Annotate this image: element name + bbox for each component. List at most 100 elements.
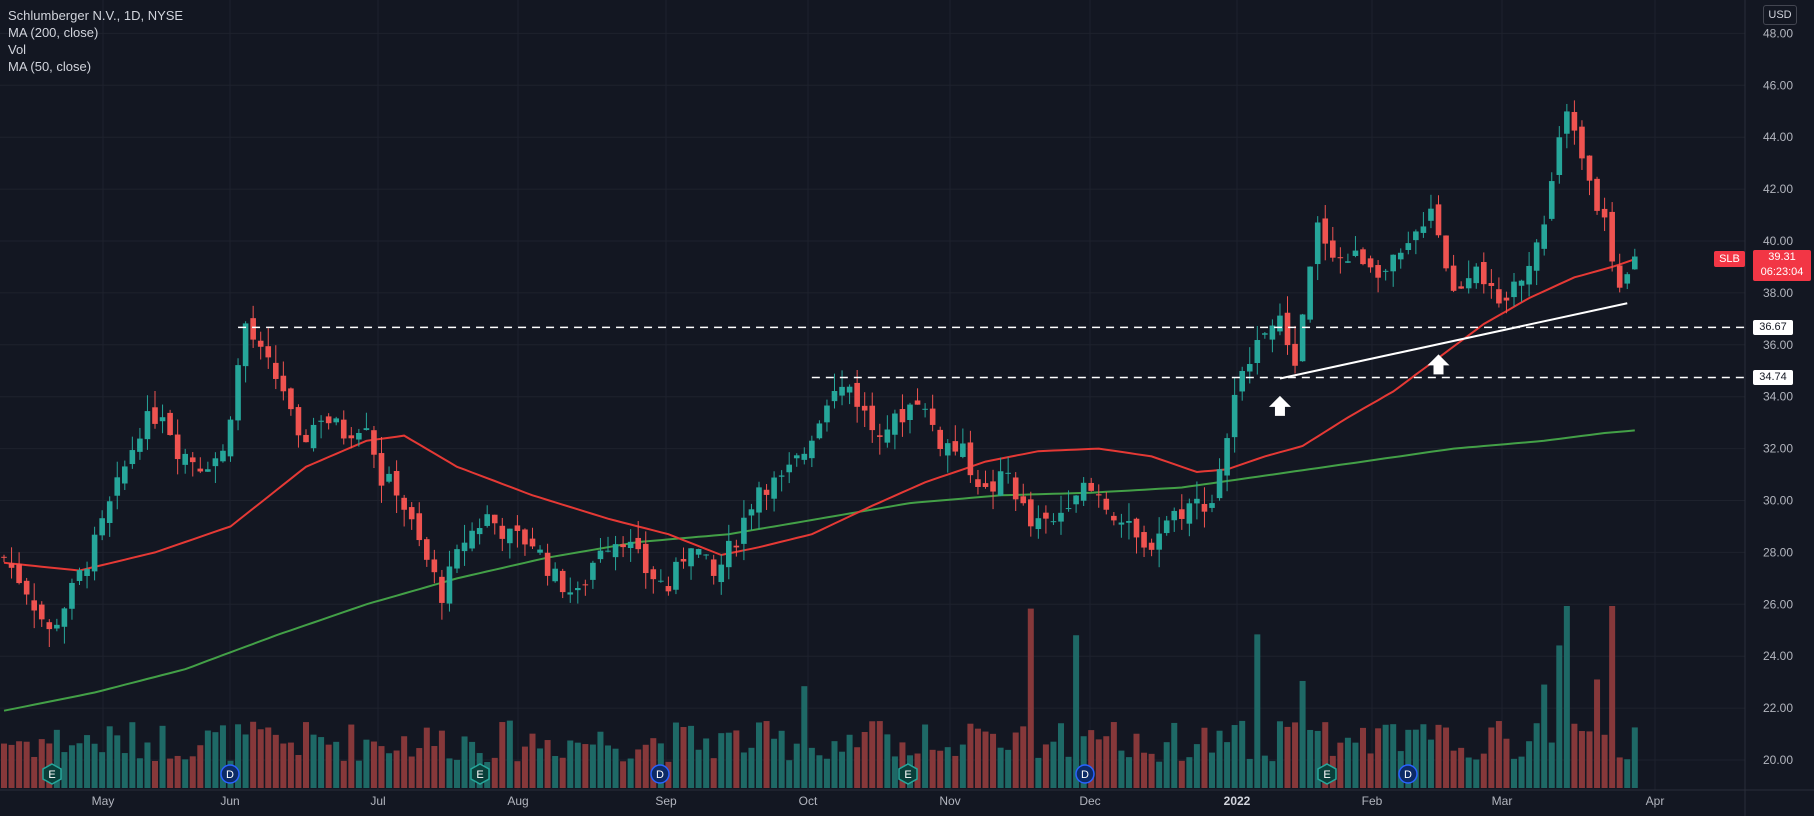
volume-bar — [1299, 680, 1306, 788]
event-marker[interactable]: D — [1398, 764, 1418, 784]
volume-bar — [1526, 741, 1533, 788]
candle-body — [1352, 250, 1359, 256]
volume-bar — [401, 736, 408, 788]
volume-bar — [1292, 722, 1299, 788]
candle-body — [1080, 482, 1087, 501]
candle-body — [1413, 231, 1419, 241]
volume-bar — [76, 743, 83, 788]
volume-bar — [763, 721, 770, 788]
volume-bar — [318, 737, 325, 788]
candle-body — [1262, 333, 1268, 335]
volume-bar — [1450, 750, 1457, 788]
candle-body — [205, 469, 211, 472]
volume-bar — [1518, 756, 1525, 788]
legend-ma200[interactable]: MA (200, close) — [8, 25, 99, 40]
candle-body — [257, 340, 264, 347]
last-price-tag: 39.31 06:23:04 — [1753, 250, 1811, 281]
volume-bar — [250, 721, 257, 788]
candle-body — [552, 568, 558, 582]
volume-bar — [68, 745, 75, 788]
volume-bar — [952, 755, 959, 788]
volume-bar — [1344, 737, 1351, 788]
legend-ma50[interactable]: MA (50, close) — [8, 59, 92, 74]
legend-vol[interactable]: Vol — [8, 42, 27, 57]
volume-bar — [793, 743, 800, 788]
event-marker[interactable]: E — [470, 763, 490, 785]
candle-body — [673, 561, 679, 590]
volume-bar — [990, 733, 997, 788]
event-marker[interactable]: E — [898, 763, 918, 785]
candle-body — [431, 559, 438, 573]
event-label: D — [1404, 769, 1412, 781]
volume-bar — [1465, 757, 1472, 788]
volume-bar — [974, 728, 981, 788]
candle-body — [514, 525, 521, 531]
candle-body — [944, 443, 951, 456]
volume-bar — [1050, 741, 1057, 788]
volume-bar — [748, 747, 755, 788]
volume-bar — [1609, 606, 1616, 788]
volume-bar — [1314, 730, 1321, 788]
volume-bar — [680, 727, 687, 788]
currency-button[interactable]: USD — [1763, 5, 1797, 25]
volume-bar — [340, 760, 347, 788]
candle-body — [1095, 494, 1102, 496]
volume-bar — [846, 734, 853, 788]
candle-body — [69, 582, 75, 609]
volume-bar — [688, 725, 695, 788]
volume-bar — [559, 757, 566, 788]
candle-body — [816, 423, 823, 439]
candle-body — [695, 549, 702, 555]
candle-body — [174, 434, 181, 460]
earnings-icon — [42, 763, 62, 785]
candle-body — [1511, 281, 1517, 298]
candle-body — [1133, 518, 1140, 538]
candle-body — [710, 559, 717, 576]
candle-body — [1405, 243, 1412, 251]
volume-bar — [242, 734, 249, 788]
volume-bar — [257, 729, 264, 788]
candle-body — [265, 346, 272, 358]
candle-body — [929, 408, 936, 425]
candle-body — [1571, 111, 1578, 131]
volume-bar — [997, 747, 1004, 788]
candle-body — [1594, 178, 1600, 211]
event-marker[interactable]: D — [1075, 764, 1095, 784]
volume-bar — [1058, 723, 1064, 788]
volume-bar — [620, 761, 627, 788]
volume-bar — [944, 747, 951, 788]
volume-bar — [1495, 721, 1502, 788]
volume-bar — [884, 734, 891, 788]
candle-body — [424, 539, 430, 560]
volume-bar — [1254, 634, 1261, 788]
volume-bar — [393, 750, 400, 788]
legend-title[interactable]: Schlumberger N.V., 1D, NYSE — [8, 8, 184, 23]
price-tick-label: 48.00 — [1763, 26, 1793, 40]
candle-body — [295, 407, 302, 436]
candle-body — [1435, 204, 1442, 236]
candle-body — [1428, 208, 1434, 221]
candle-body — [106, 501, 113, 523]
candle-body — [1043, 512, 1049, 519]
event-marker[interactable]: D — [220, 764, 240, 784]
candle-body — [1254, 340, 1261, 364]
event-marker[interactable]: E — [42, 763, 62, 785]
candle-body — [1443, 235, 1449, 269]
candle-body — [212, 458, 219, 467]
volume-bar — [854, 747, 861, 788]
candle-body — [922, 408, 928, 410]
candle-body — [446, 566, 453, 604]
volume-bar — [16, 741, 23, 788]
volume-bar — [544, 740, 551, 788]
volume-bar — [537, 748, 544, 788]
event-marker[interactable]: E — [1317, 763, 1337, 785]
event-marker[interactable]: D — [650, 764, 670, 784]
volume-bar — [612, 748, 619, 788]
volume-bar — [1473, 759, 1480, 788]
event-label: E — [476, 769, 483, 781]
candle-body — [1058, 512, 1064, 522]
candle-body — [371, 430, 377, 455]
candle-body — [914, 400, 921, 405]
candle-body — [99, 518, 105, 536]
